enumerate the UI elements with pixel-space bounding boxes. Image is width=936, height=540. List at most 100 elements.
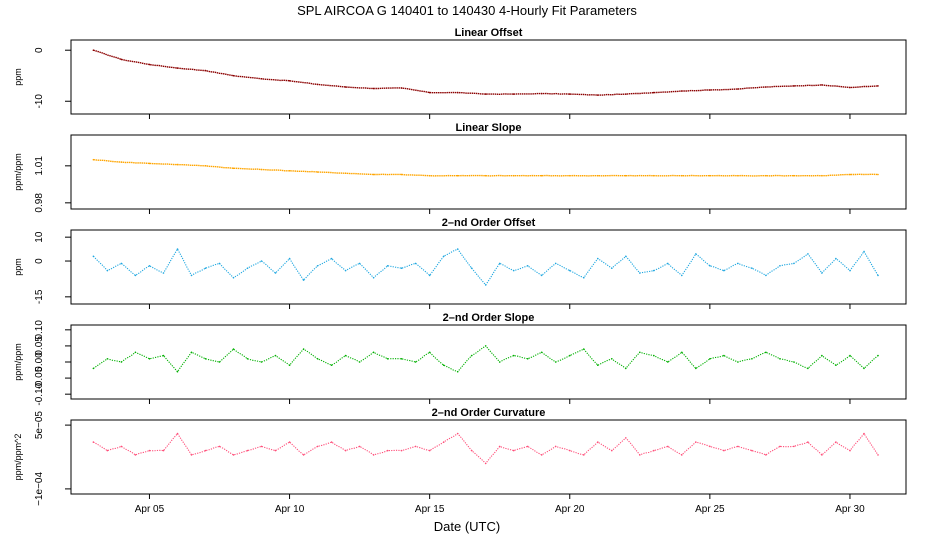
data-point [386, 449, 389, 452]
data-point [639, 351, 641, 354]
data-point [793, 262, 795, 265]
data-point [484, 462, 487, 465]
data-point [456, 370, 459, 373]
data-point [148, 265, 151, 267]
y-tick-label: 5e−05 [34, 411, 45, 440]
data-point [134, 351, 137, 354]
data-point [569, 93, 571, 95]
data-point [260, 260, 263, 262]
data-point [414, 361, 417, 363]
panel-5: 2–nd Order Curvature ppm/ppm^2 5e−05 −1e−04 [13, 407, 907, 506]
data-point [400, 173, 403, 176]
panel-frame [70, 419, 907, 495]
data-point [569, 174, 571, 177]
panel-title: Linear Slope [455, 122, 521, 134]
data-point [512, 449, 515, 452]
data-point [863, 432, 865, 435]
data-point [344, 449, 347, 452]
data-point [625, 367, 627, 370]
data-point [877, 85, 879, 87]
data-point [92, 367, 95, 370]
data-point [793, 361, 795, 363]
data-point [583, 454, 585, 456]
y-tick-label: 0.10 [34, 320, 45, 340]
y-tick-label: 0 [34, 258, 45, 264]
data-point [681, 90, 683, 92]
data-point [456, 432, 459, 435]
panel-frame [70, 134, 907, 210]
data-point [428, 351, 431, 354]
data-point [737, 445, 739, 448]
data-point [597, 441, 599, 443]
y-axis-label: ppm/ppm^2 [13, 434, 23, 481]
data-point [274, 449, 277, 452]
data-point [148, 162, 151, 165]
data-point [218, 445, 221, 448]
data-point [625, 255, 627, 258]
data-point [484, 345, 487, 347]
data-point [400, 87, 403, 89]
panel-title: 2–nd Order Curvature [432, 407, 546, 419]
data-point [400, 267, 403, 270]
panel-frame [70, 229, 907, 305]
data-point [793, 85, 795, 87]
data-point [737, 174, 739, 177]
data-point [765, 274, 767, 277]
data-point [120, 445, 123, 448]
data-point [288, 80, 291, 82]
data-point [765, 454, 767, 456]
data-point [597, 364, 599, 367]
data-point [470, 267, 473, 270]
data-point [106, 449, 109, 452]
data-point [667, 445, 669, 448]
data-point [428, 274, 431, 277]
data-point [358, 262, 361, 265]
data-point [849, 173, 851, 176]
data-point [148, 63, 151, 66]
data-point [218, 262, 221, 265]
data-point [526, 445, 529, 448]
data-point [428, 174, 431, 177]
data-point [709, 174, 711, 177]
series-line [93, 432, 879, 465]
data-point [625, 93, 627, 95]
panel-title: 2–nd Order Offset [442, 217, 536, 229]
data-point [765, 351, 767, 354]
data-point [737, 262, 739, 265]
data-point [793, 445, 795, 448]
data-point [176, 163, 179, 166]
data-point [695, 367, 697, 370]
data-point [204, 267, 207, 270]
x-tick-label: Apr 10 [275, 504, 305, 515]
data-point [821, 454, 823, 456]
y-axis-label: ppm/ppm [13, 343, 23, 381]
data-point [92, 255, 95, 258]
y-tick-label: 0.00 [34, 352, 45, 372]
data-point [512, 354, 515, 357]
data-point [316, 445, 319, 448]
y-tick-label: -15 [34, 289, 45, 304]
data-point [597, 94, 599, 96]
data-point [569, 449, 571, 452]
data-point [260, 361, 263, 363]
data-point [232, 167, 235, 170]
data-point [316, 171, 319, 173]
data-point [260, 445, 263, 448]
data-point [176, 248, 179, 250]
data-point [260, 168, 263, 171]
data-point [246, 267, 249, 270]
data-point [120, 161, 123, 163]
x-tick-label: Apr 15 [415, 504, 445, 515]
y-tick-label: 0.05 [34, 336, 45, 356]
data-point [653, 269, 655, 272]
data-point [779, 445, 781, 448]
data-point [821, 84, 823, 86]
data-point [302, 279, 305, 281]
data-point [456, 91, 459, 94]
data-point [372, 173, 375, 176]
series-line [93, 49, 879, 96]
data-point [120, 58, 123, 61]
data-point [414, 445, 417, 448]
data-point [512, 174, 515, 177]
